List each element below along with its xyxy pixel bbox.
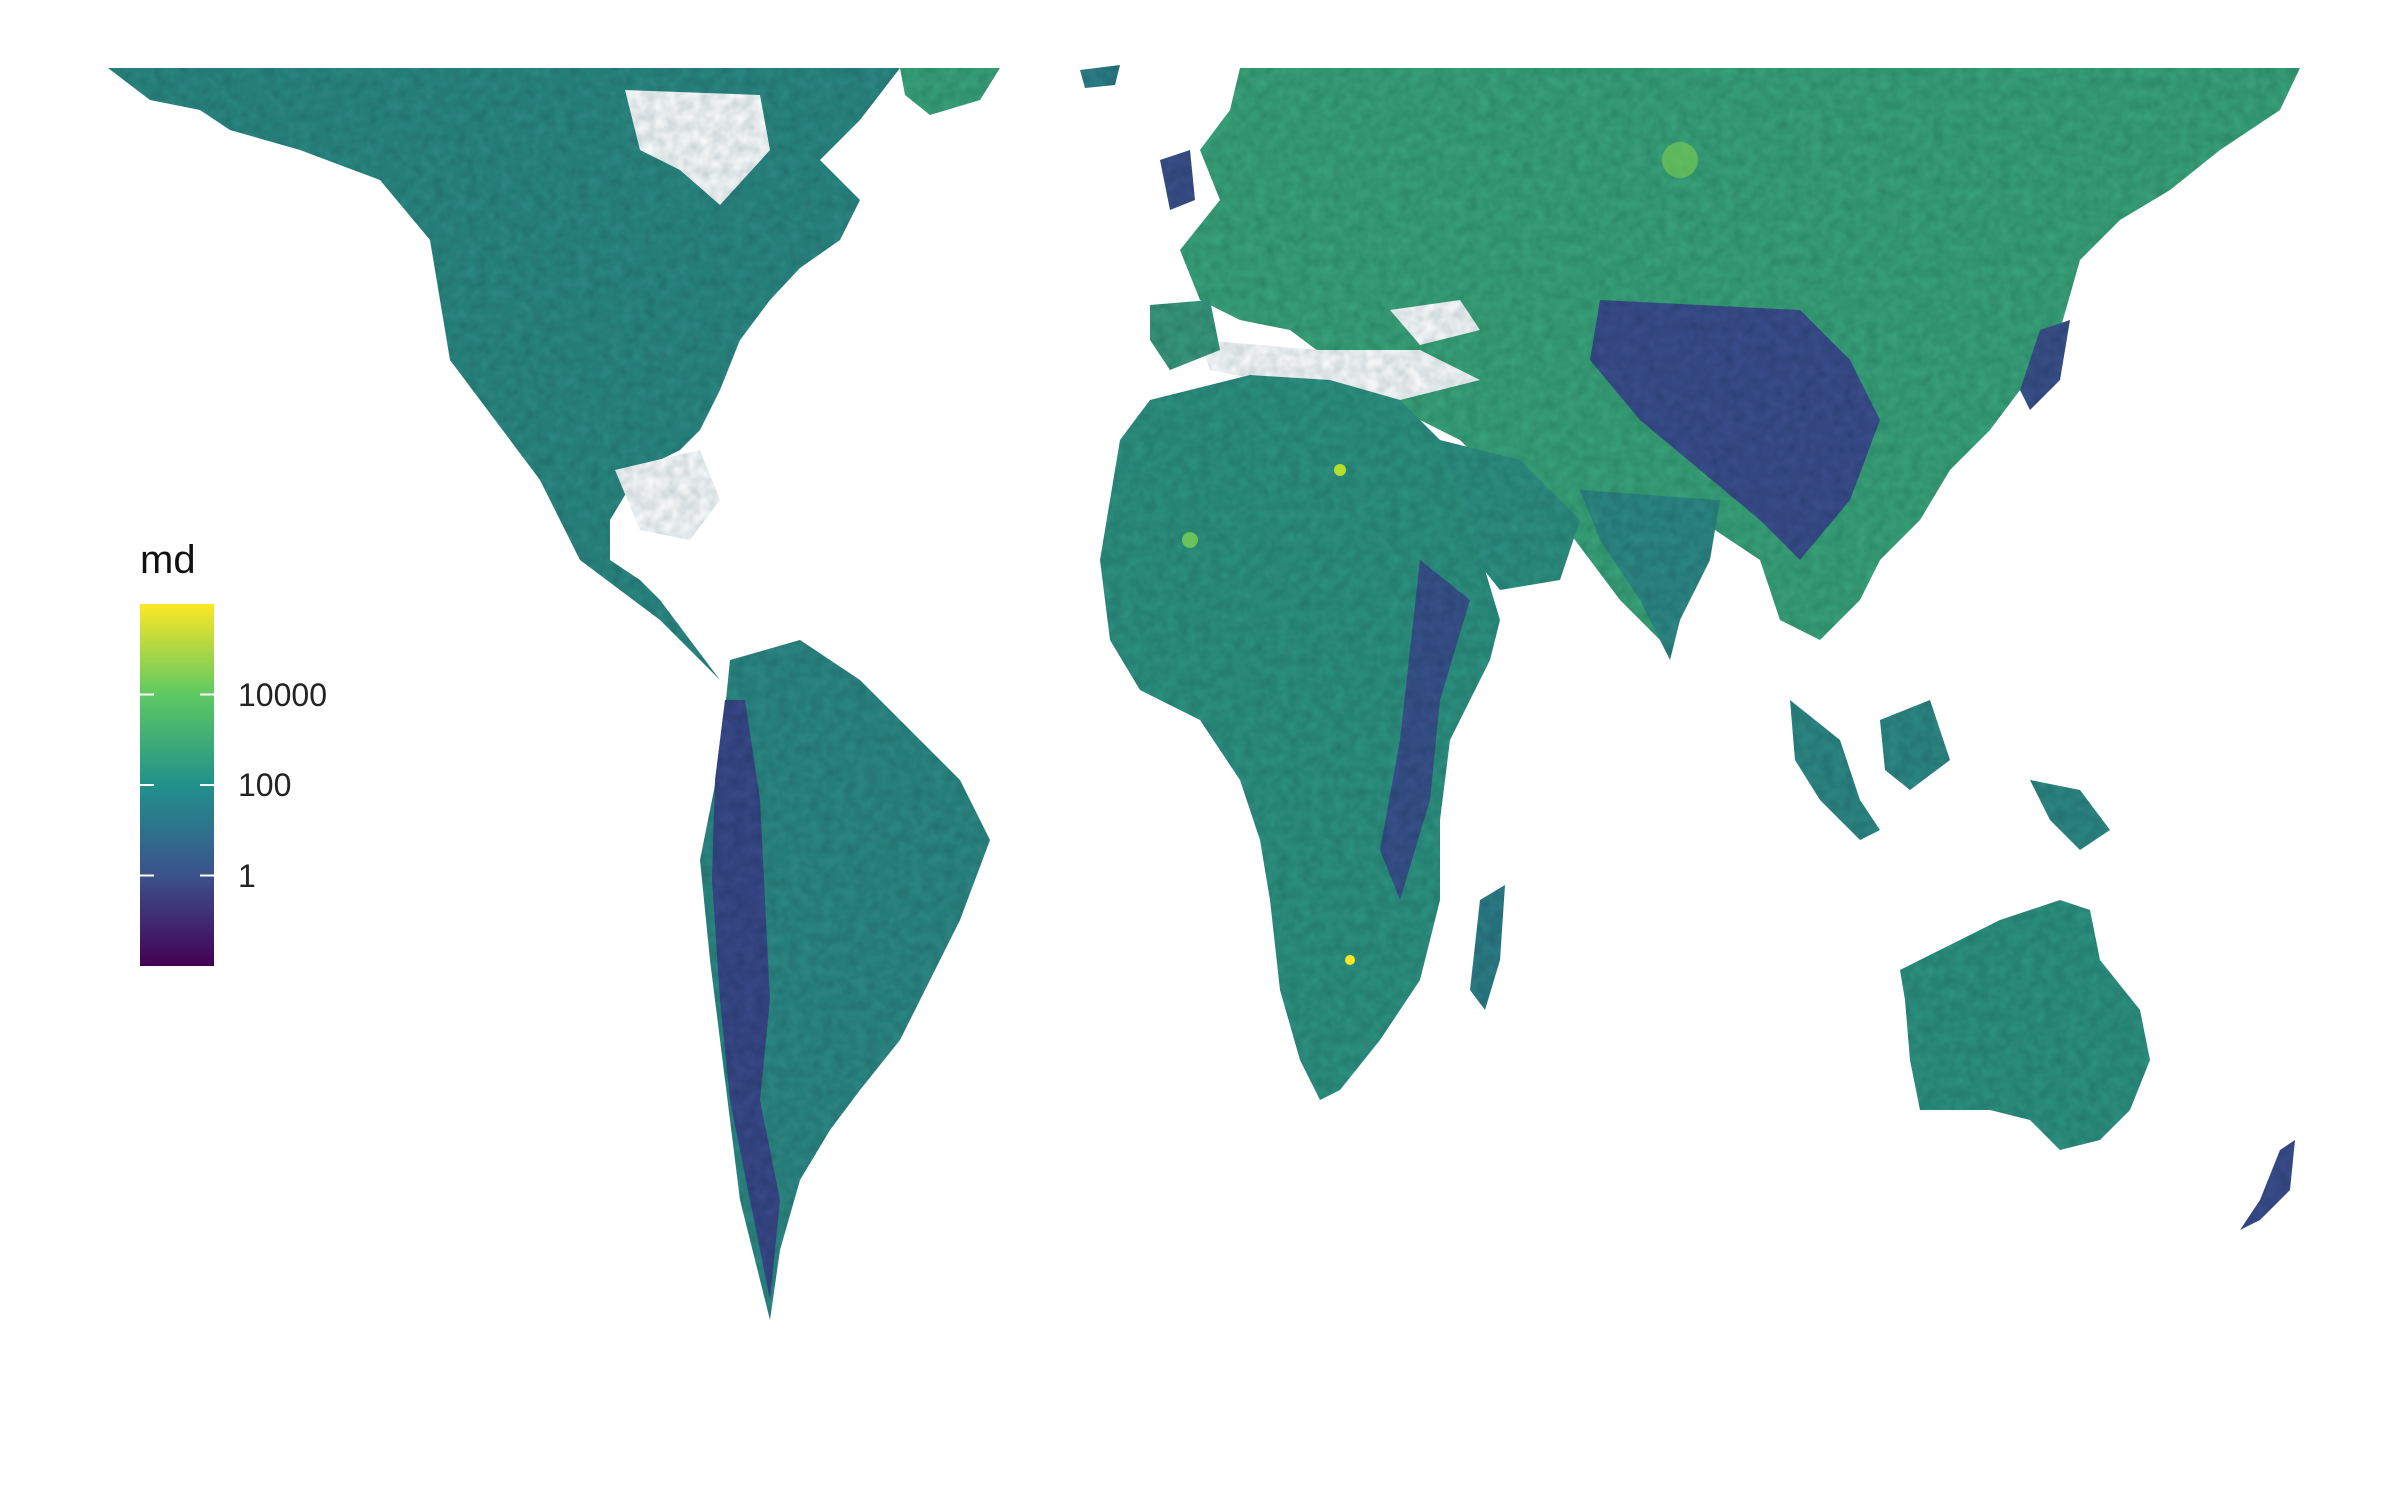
new-zealand <box>2240 1140 2295 1230</box>
japan <box>2020 320 2070 410</box>
continent-australia <box>1900 900 2150 1150</box>
legend-colorbar <box>140 604 214 966</box>
legend-title: md <box>140 538 196 582</box>
madagascar <box>1470 885 1505 1010</box>
continent-north-america <box>108 68 900 680</box>
legend-tick-label: 10000 <box>238 676 327 713</box>
southeast-asia-islands <box>1790 700 1880 840</box>
greenland <box>900 68 1000 115</box>
india <box>1580 490 1720 660</box>
color-legend: md 10000 100 1 <box>138 538 438 978</box>
continent-south-america <box>700 640 990 1320</box>
legend-tick-label: 1 <box>238 857 256 894</box>
continent-africa <box>1100 375 1500 1100</box>
legend-tick-label: 100 <box>238 767 292 803</box>
